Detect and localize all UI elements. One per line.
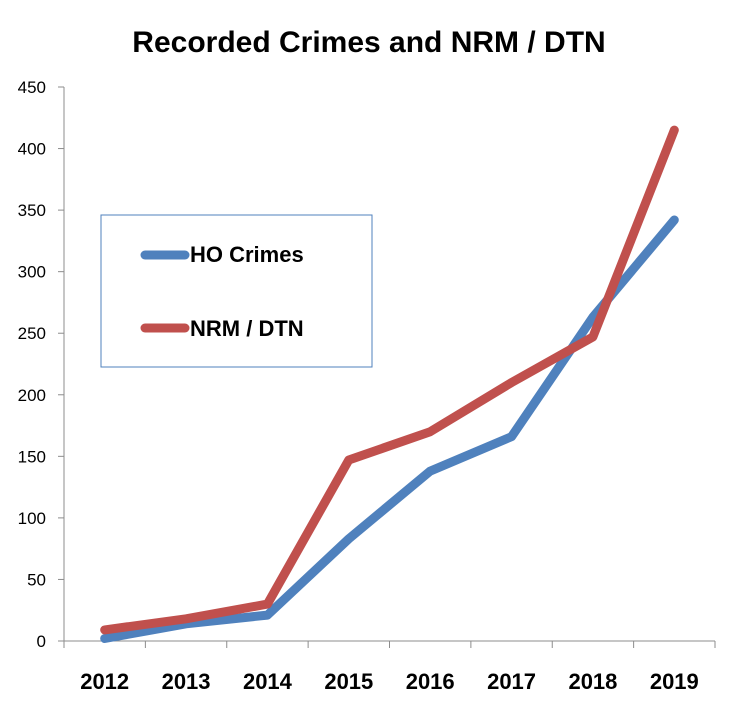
legend-label-nrm-dtn: NRM / DTN [190, 316, 304, 341]
y-tick-label: 100 [18, 509, 46, 528]
x-tick-label: 2016 [406, 669, 455, 694]
x-tick-label: 2013 [162, 669, 211, 694]
axes: 0 50 100 150 200 250 300 350 400 450 2012 2013 2014 2… [18, 78, 716, 694]
y-tick-label: 400 [18, 140, 46, 159]
legend-label-ho-crimes: HO Crimes [190, 242, 304, 267]
y-tick-label: 200 [18, 386, 46, 405]
y-tick-label: 450 [18, 78, 46, 97]
y-tick-label: 0 [37, 632, 46, 651]
series-line-ho-crimes [100, 215, 679, 643]
y-tick-label: 350 [18, 201, 46, 220]
plot-lines [100, 125, 679, 643]
series-line-nrm-dtn [100, 125, 679, 635]
legend-box [100, 214, 373, 368]
legend: HO Crimes NRM / DTN [100, 214, 373, 368]
x-tick-label: 2014 [243, 669, 293, 694]
x-tick-label: 2018 [568, 669, 617, 694]
y-tick-label: 300 [18, 263, 46, 282]
x-tick-label: 2015 [324, 669, 373, 694]
y-tick-label: 150 [18, 447, 46, 466]
x-tick-label: 2019 [650, 669, 699, 694]
y-tick-label: 50 [27, 570, 46, 589]
y-tick-label: 250 [18, 324, 46, 343]
chart-title: Recorded Crimes and NRM / DTN [132, 26, 605, 59]
x-tick-label: 2017 [487, 669, 536, 694]
x-tick-label: 2012 [80, 669, 129, 694]
